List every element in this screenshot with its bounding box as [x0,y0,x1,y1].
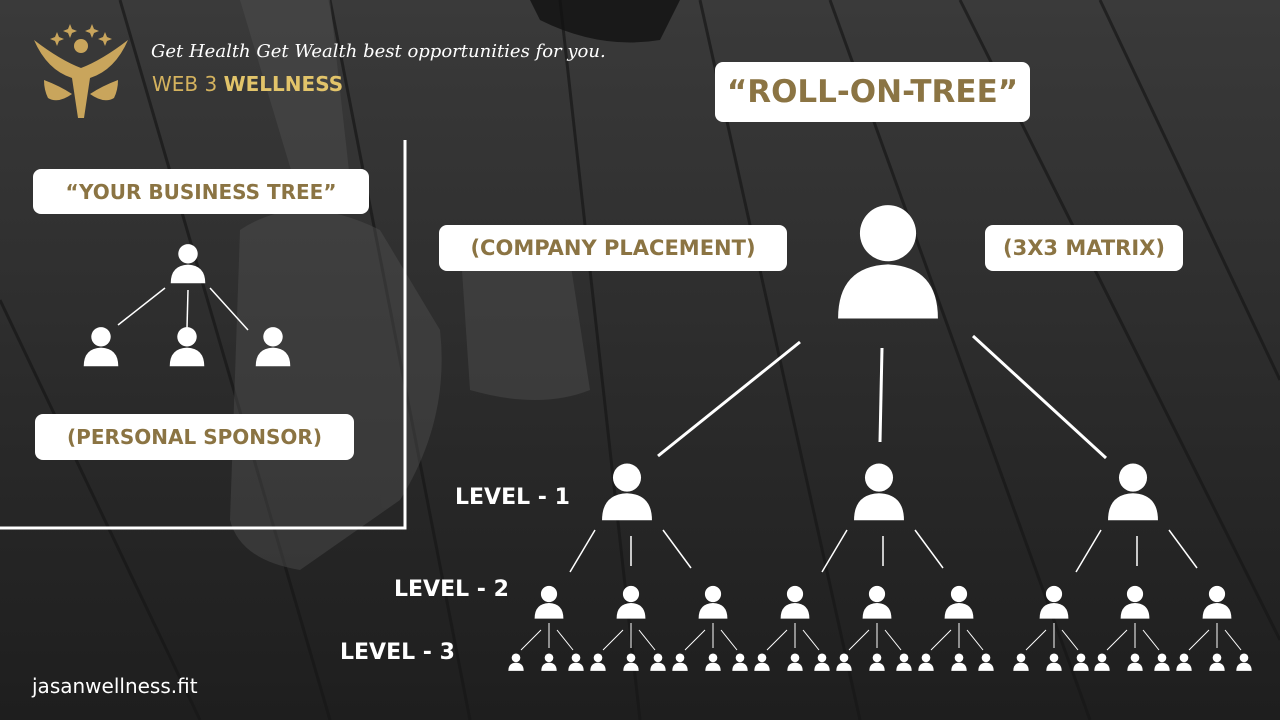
level-1-person-icon [602,463,652,521]
level-2-person-icon [1039,585,1069,619]
level-3-person-icon [1046,653,1062,671]
brand-name: WEB 3 WELLNESS [152,72,343,96]
connector-line [1188,629,1210,651]
brand-name-highlight: WELLNESS [223,72,344,96]
level-3-label: LEVEL - 3 [340,640,455,665]
connector-line [878,347,884,443]
connector-line [1061,629,1079,651]
connector-line [662,529,692,569]
level-3-person-icon [1209,653,1225,671]
personal-sponsor-label: (PERSONAL SPONSOR) [35,414,354,460]
level-3-person-icon [705,653,721,671]
connector-line [884,629,902,651]
downline-person-icon [83,327,119,367]
sponsor-person-icon [170,244,206,284]
connector-line [638,629,656,651]
downline-person-icon [169,327,205,367]
level-3-person-icon [623,653,639,671]
connector-line [720,629,738,651]
connector-line [657,340,801,458]
level-2-person-icon [1120,585,1150,619]
downline-person-icon [255,327,291,367]
level-3-person-icon [754,653,770,671]
level-3-person-icon [732,653,748,671]
level-3-person-icon [1013,653,1029,671]
brand-tagline: Get Health Get Wealth best opportunities… [151,41,606,62]
diagram-title: “ROLL-ON-TREE” [715,62,1030,122]
connector-line [117,287,166,326]
level-2-person-icon [780,585,810,619]
root-person-icon [838,205,938,319]
connector-line [971,334,1108,460]
level-2-person-icon [698,585,728,619]
level-3-person-icon [672,653,688,671]
connector-line [821,529,848,573]
level-3-person-icon [978,653,994,671]
level-3-person-icon [1236,653,1252,671]
connector-line [602,629,624,651]
level-3-person-icon [918,653,934,671]
connector-line [569,529,596,573]
matrix-label: (3X3 MATRIX) [985,225,1183,271]
connector-line [802,629,820,651]
connector-line [1075,529,1102,573]
company-placement-label: (COMPANY PLACEMENT) [439,225,787,271]
level-3-person-icon [1094,653,1110,671]
level-3-person-icon [541,653,557,671]
connector-line [848,629,870,651]
level-3-person-icon [869,653,885,671]
connector-line [914,529,944,569]
level-3-person-icon [568,653,584,671]
connector-line [520,629,542,651]
level-3-person-icon [836,653,852,671]
level-3-person-icon [1154,653,1170,671]
level-2-person-icon [862,585,892,619]
level-3-person-icon [1127,653,1143,671]
connector-line [1025,629,1047,651]
level-3-person-icon [1073,653,1089,671]
level-2-person-icon [944,585,974,619]
website-url: jasanwellness.fit [32,674,198,698]
level-3-person-icon [508,653,524,671]
connector-line [1142,629,1160,651]
level-2-person-icon [534,585,564,619]
connector-line [556,629,574,651]
personal-tree-frame [0,140,407,530]
level-3-person-icon [896,653,912,671]
level-3-person-icon [1176,653,1192,671]
level-1-label: LEVEL - 1 [455,485,570,510]
level-2-person-icon [1202,585,1232,619]
brand-name-prefix: WEB 3 [152,72,218,96]
level-3-person-icon [787,653,803,671]
level-3-person-icon [650,653,666,671]
business-tree-title: “YOUR BUSINESS TREE” [33,169,369,214]
connector-line [209,287,249,331]
level-1-person-icon [1108,463,1158,521]
connector-line [1168,529,1198,569]
level-2-person-icon [616,585,646,619]
level-2-label: LEVEL - 2 [394,577,509,602]
connector-line [966,629,984,651]
level-3-person-icon [590,653,606,671]
logo-emblem-icon [34,24,128,118]
connector-line [766,629,788,651]
level-3-person-icon [814,653,830,671]
connector-line [1224,629,1242,651]
connector-line [930,629,952,651]
level-3-person-icon [951,653,967,671]
connector-line [1106,629,1128,651]
connector-line [186,289,189,329]
connector-line [684,629,706,651]
level-1-person-icon [854,463,904,521]
